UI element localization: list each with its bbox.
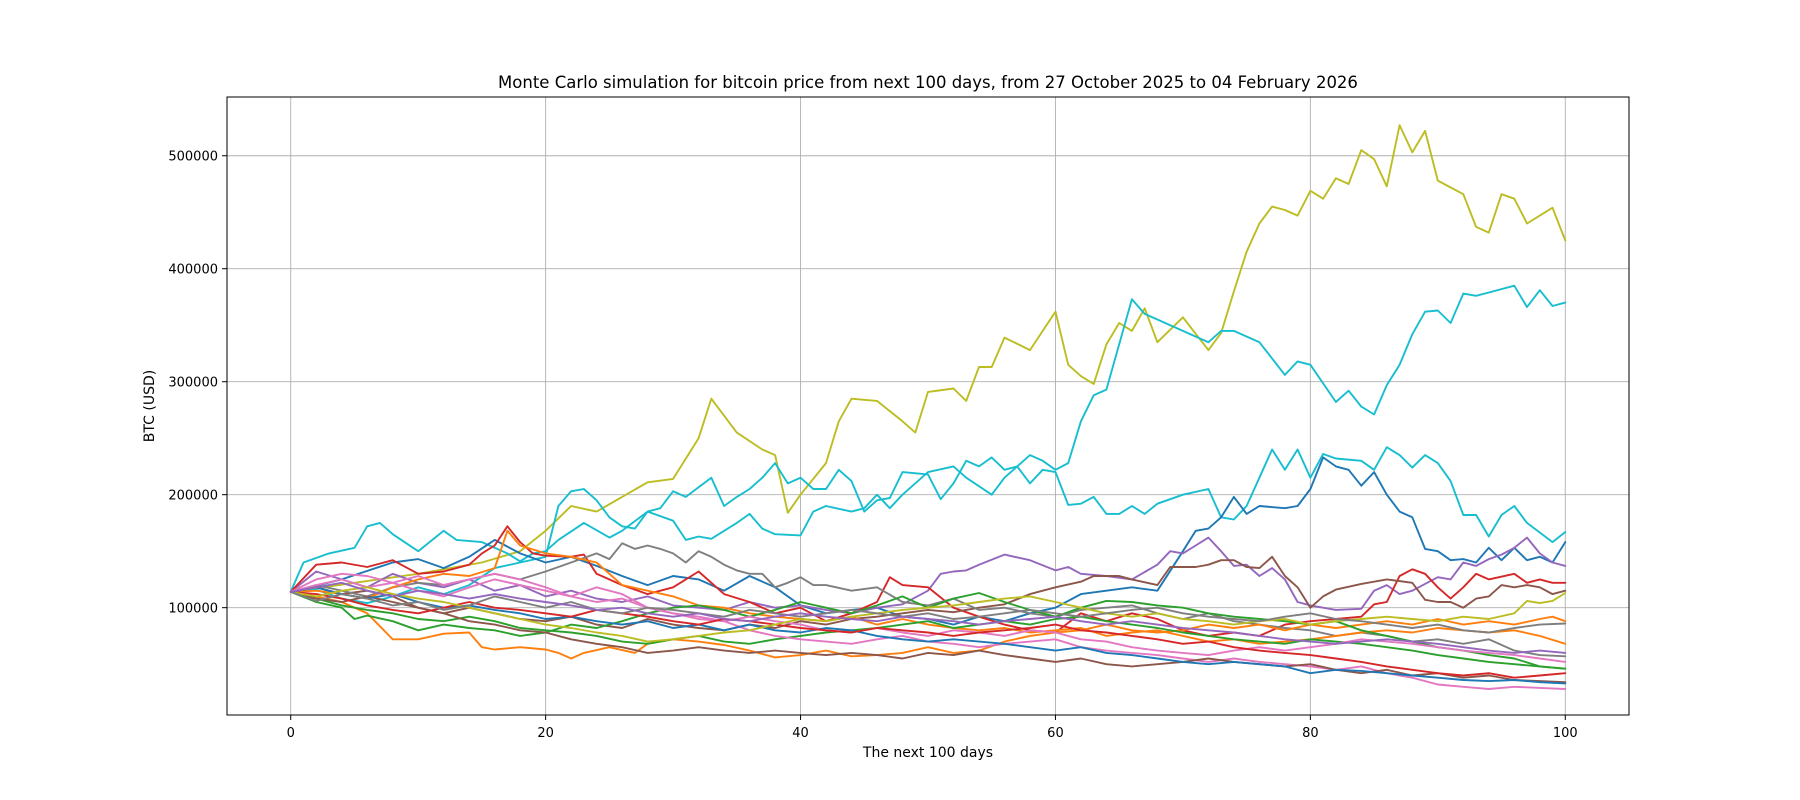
simulation-line-18: [289, 586, 1567, 643]
axis-ticks: 0 20 40 60 80 100 100000 200000 300000 400000 5000…: [168, 150, 1577, 741]
simulation-line-1: [289, 124, 1567, 593]
y-tick-label: 300000: [168, 376, 218, 391]
simulation-line-15: [289, 590, 1567, 684]
x-tick-label: 40: [792, 726, 809, 741]
simulation-line-11: [289, 590, 1567, 670]
chart-title: Monte Carlo simulation for bitcoin price…: [498, 73, 1358, 92]
x-tick-label: 0: [287, 726, 295, 741]
x-tick-label: 100: [1553, 726, 1578, 741]
simulation-line-3: [289, 446, 1567, 605]
x-axis-label: The next 100 days: [862, 745, 993, 761]
simulation-line-19: [289, 590, 1567, 634]
y-tick-label: 100000: [168, 602, 218, 617]
y-tick-label: 400000: [168, 263, 218, 278]
simulation-line-5: [289, 536, 1567, 615]
x-tick-label: 60: [1047, 726, 1064, 741]
x-tick-label: 20: [537, 726, 554, 741]
simulation-line-7: [289, 555, 1567, 632]
simulation-line-6: [289, 525, 1567, 637]
simulation-line-9: [289, 590, 1567, 660]
simulation-line-8: [289, 542, 1567, 658]
plot-frame: [226, 96, 1630, 716]
simulation-line-20: [289, 581, 1567, 654]
series-group: [289, 124, 1567, 690]
simulation-line-14: [289, 572, 1567, 663]
y-tick-label: 500000: [168, 150, 218, 165]
simulation-line-17: [289, 590, 1567, 679]
simulation-line-10: [289, 529, 1567, 645]
simulation-line-4: [289, 456, 1567, 626]
x-tick-label: 80: [1302, 726, 1319, 741]
y-axis-label: BTC (USD): [142, 370, 158, 442]
simulation-line-16: [289, 586, 1567, 685]
simulation-line-2: [289, 284, 1567, 593]
y-tick-label: 200000: [168, 489, 218, 504]
